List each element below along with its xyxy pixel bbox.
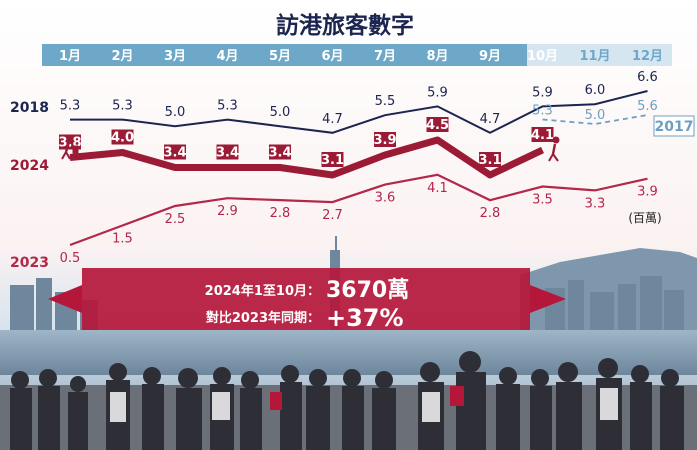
month-label: 12月: [632, 49, 663, 64]
month-label: 2月: [111, 49, 133, 64]
series-label-2024: 2024: [10, 158, 49, 174]
month-label: 4月: [216, 49, 238, 64]
data-label-box: [111, 129, 134, 145]
data-label: 3.1: [478, 153, 501, 168]
data-label: 4.7: [480, 112, 501, 127]
data-label: 4.1: [531, 128, 554, 143]
series-label-2017-box: [653, 115, 695, 137]
series-line-2023: [69, 173, 648, 247]
month-label: 1月: [59, 49, 81, 64]
data-label: 4.1: [427, 181, 448, 196]
data-label: 2.8: [480, 206, 501, 221]
data-label-box: [164, 144, 186, 160]
data-label: 5.6: [637, 99, 658, 114]
data-labels: 5.3 5.3 5.0 5.3 5.0 4.7 5.5 5.9 4.7 5.9 6.0 6.6 5.3 5…: [58, 70, 657, 266]
data-label: 5.3: [217, 99, 238, 114]
data-label: 5.3: [112, 99, 133, 114]
data-label: 3.1: [321, 153, 344, 168]
month-label: 9月: [479, 49, 501, 64]
data-label: 3.4: [163, 146, 186, 161]
unit-label: (百萬): [628, 211, 661, 225]
data-label-box: [269, 144, 291, 160]
data-label: 4.5: [426, 118, 449, 133]
data-label-box: [216, 144, 239, 160]
series-label-2017: 2017: [655, 119, 694, 135]
summary-banner: [82, 268, 530, 330]
data-label-box: [374, 132, 396, 147]
month-label: 6月: [321, 49, 343, 64]
data-label: 2.5: [165, 212, 186, 227]
data-label: 2.7: [322, 208, 343, 223]
series-label-2018: 2018: [10, 100, 49, 116]
banner-period-label: 2024年1至10月：: [205, 283, 320, 299]
data-label: 3.4: [268, 146, 291, 161]
data-label: 5.9: [427, 85, 448, 100]
data-label: 2.8: [270, 206, 291, 221]
data-label: 5.5: [375, 94, 396, 109]
data-label-box: [321, 152, 344, 167]
month-label: 10月: [527, 49, 558, 64]
traveller-icon: [61, 134, 79, 160]
data-label: 3.6: [375, 191, 396, 206]
data-label: 0.5: [60, 251, 81, 266]
data-label: 5.0: [165, 105, 186, 120]
data-label: 5.0: [585, 108, 606, 123]
month-label: 5月: [269, 49, 291, 64]
month-header-band: [42, 44, 527, 66]
series-line-2018: [70, 90, 648, 134]
data-label: 3.3: [585, 196, 606, 211]
left-arrow-icon: [48, 285, 82, 313]
banner-growth-value: +37%: [326, 304, 404, 332]
month-label: 11月: [579, 49, 610, 64]
data-label-box: [479, 152, 501, 167]
data-label: 3.5: [532, 193, 553, 208]
crowd-of-visitors: [0, 351, 697, 450]
series-label-2023: 2023: [10, 255, 49, 271]
month-axis: 1月 2月 3月 4月 5月 6月 7月 8月 9月 10月 11月 12月: [59, 49, 663, 64]
month-label: 8月: [426, 49, 448, 64]
data-label: 5.9: [532, 85, 553, 100]
data-label: 6.0: [585, 83, 606, 98]
right-arrow-icon: [530, 285, 566, 313]
data-label: 3.9: [373, 133, 396, 148]
data-label-box: [426, 117, 449, 132]
month-label: 7月: [374, 49, 396, 64]
traveller-icon: [548, 136, 560, 162]
month-header-band-light: [527, 44, 672, 66]
data-label: 4.0: [111, 131, 134, 146]
month-label: 3月: [164, 49, 186, 64]
data-label: 5.3: [532, 104, 553, 119]
data-label: 1.5: [112, 232, 133, 247]
data-label: 2.9: [217, 204, 238, 219]
data-label-box: [531, 127, 554, 142]
banner-comparison-label: 對比2023年同期：: [206, 310, 320, 326]
data-label: 5.3: [60, 99, 81, 114]
data-label: 3.4: [216, 146, 239, 161]
data-label: 6.6: [637, 70, 658, 85]
chart-title: 訪港旅客數字: [276, 12, 414, 39]
data-label: 5.0: [270, 105, 291, 120]
data-label: 4.7: [322, 112, 343, 127]
data-label: 3.9: [637, 185, 658, 200]
banner-total-value: 3670萬: [326, 278, 409, 303]
series-line-2024: [69, 136, 545, 179]
